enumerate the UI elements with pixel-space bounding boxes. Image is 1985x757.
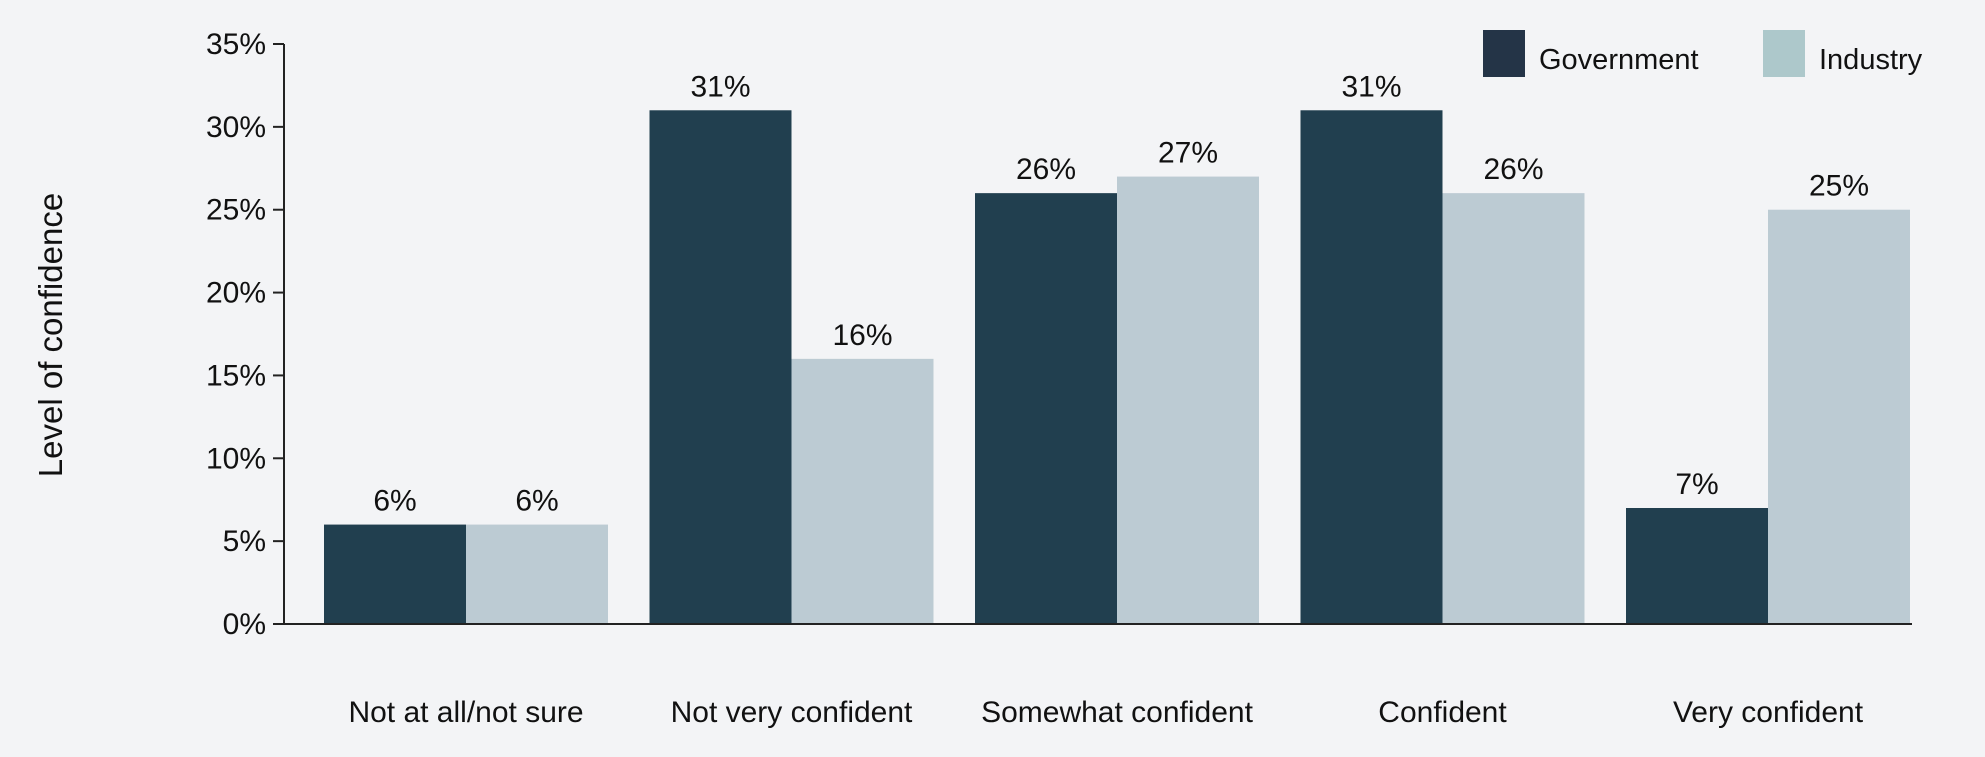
x-tick-label: Confident — [1378, 696, 1507, 729]
data-label: 26% — [1016, 153, 1076, 186]
y-tick-label: 15% — [206, 359, 266, 392]
data-label: 31% — [1341, 70, 1401, 103]
y-axis-label: Level of confidence — [32, 193, 69, 477]
y-tick-label: 30% — [206, 111, 266, 144]
data-label: 27% — [1158, 137, 1218, 170]
legend: Government Industry — [1483, 30, 1923, 77]
bar-government — [324, 524, 466, 624]
x-tick-label: Very confident — [1673, 696, 1864, 729]
bar-industry — [791, 358, 934, 624]
x-axis: Not at all/not sure Not very confident Som… — [273, 623, 1912, 729]
x-tick-label: Somewhat confident — [981, 696, 1253, 729]
y-axis: 0% 5% 10% 15% 20% 25% 30% 35% — [206, 28, 285, 641]
bar-government — [649, 110, 792, 625]
y-tick-label: 5% — [223, 525, 266, 558]
bar-government — [1300, 110, 1443, 625]
data-label: 25% — [1809, 170, 1869, 203]
x-tick-label: Not very confident — [671, 696, 913, 729]
bar-government — [975, 193, 1117, 624]
data-label: 6% — [373, 485, 416, 518]
y-tick-label: 0% — [223, 608, 266, 641]
data-label: 7% — [1675, 468, 1718, 501]
x-tick-label: Not at all/not sure — [348, 696, 583, 729]
y-tick-label: 20% — [206, 277, 266, 310]
y-tick-label: 35% — [206, 28, 266, 61]
y-tick-label: 25% — [206, 194, 266, 227]
y-tick-label: 10% — [206, 442, 266, 475]
bar-industry — [1768, 209, 1910, 624]
bar-industry — [1117, 176, 1259, 625]
data-label: 26% — [1483, 153, 1543, 186]
bar-industry — [1442, 193, 1585, 624]
bars: 6% 6% 31% 16% 26% 27% 31% 26% 7% 25% — [324, 70, 1910, 625]
bar-industry — [466, 524, 608, 624]
data-label: 6% — [515, 485, 558, 518]
legend-swatch-industry — [1763, 30, 1805, 77]
legend-swatch-government — [1483, 30, 1525, 77]
legend-label: Industry — [1819, 44, 1923, 76]
data-label: 31% — [690, 70, 750, 103]
legend-label: Government — [1539, 44, 1699, 76]
data-label: 16% — [832, 319, 892, 352]
bar-government — [1626, 508, 1768, 624]
